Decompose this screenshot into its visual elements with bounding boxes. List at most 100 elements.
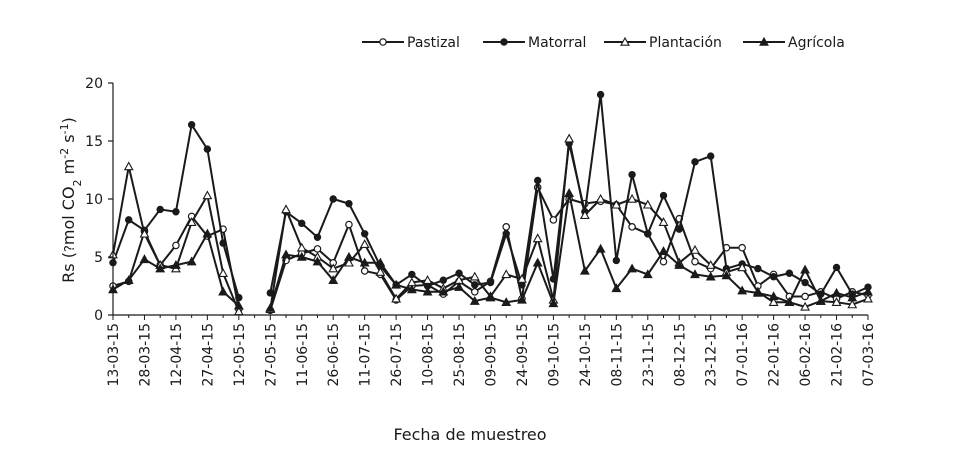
- x-tick-label: 06-02-16: [798, 323, 814, 387]
- x-tick-label: 23-12-15: [704, 323, 720, 387]
- data-point: [454, 282, 464, 291]
- legend: Pastizal Matorral Plantación Agrícola: [362, 35, 845, 51]
- data-point: [345, 220, 353, 229]
- data-point: [548, 298, 559, 308]
- data-point: [847, 292, 858, 302]
- data-point: [595, 243, 606, 253]
- y-axis: 0 5 10 15 20: [85, 76, 114, 324]
- data-point: [375, 257, 386, 267]
- data-point: [801, 278, 809, 287]
- y-axis-title: Rs (?mol CO2 m-2 s-1): [58, 117, 84, 283]
- data-point: [359, 257, 370, 267]
- data-point: [532, 257, 543, 267]
- data-point: [847, 299, 858, 309]
- data-point: [471, 281, 479, 289]
- data-point: [422, 286, 433, 296]
- data-point: [644, 230, 652, 238]
- data-point: [832, 263, 841, 272]
- data-point: [125, 216, 133, 224]
- data-point: [265, 302, 276, 312]
- data-point: [155, 263, 166, 273]
- x-tick-label: 25-08-15: [452, 323, 468, 387]
- data-point: [754, 264, 762, 273]
- data-point: [123, 275, 134, 284]
- data-point: [642, 199, 653, 209]
- data-point: [329, 195, 337, 203]
- series-2: [109, 90, 872, 302]
- data-point: [691, 257, 699, 266]
- data-point: [691, 158, 699, 166]
- x-tick-label: 11-06-15: [295, 323, 311, 387]
- data-point: [831, 297, 842, 306]
- legend-marker: [379, 38, 387, 46]
- x-tick-label: 27-05-15: [263, 323, 279, 387]
- data-point: [219, 239, 227, 247]
- data-point: [627, 263, 637, 273]
- data-point: [642, 269, 653, 279]
- data-point: [549, 216, 558, 224]
- x-tick-label: 11-07-15: [358, 323, 374, 387]
- data-point: [690, 244, 700, 254]
- data-point: [705, 271, 716, 281]
- data-point: [737, 262, 748, 272]
- data-point: [438, 286, 449, 296]
- data-point: [485, 292, 496, 302]
- x-tick-label: 08-11-15: [609, 323, 625, 387]
- data-point: [218, 286, 229, 296]
- data-point: [186, 256, 197, 266]
- x-tick-label: 23-11-15: [641, 323, 657, 387]
- data-point: [345, 199, 353, 208]
- data-point: [296, 251, 307, 261]
- data-point: [564, 133, 575, 143]
- legend-entry: Matorral: [483, 35, 586, 51]
- data-point: [721, 270, 732, 280]
- data-point: [313, 233, 322, 241]
- data-point: [328, 275, 339, 284]
- data-point: [486, 278, 495, 287]
- data-point: [156, 205, 164, 214]
- data-point: [690, 269, 700, 279]
- data-point: [501, 269, 512, 279]
- data-point: [658, 217, 669, 226]
- data-point: [612, 256, 621, 265]
- series-4: [108, 188, 873, 312]
- legend-label: Pastizal: [407, 35, 460, 51]
- data-point: [328, 263, 339, 273]
- data-point: [707, 152, 715, 160]
- data-point: [768, 297, 779, 306]
- y-axis-title-sup2: -1: [58, 123, 71, 134]
- legend-label: Agrícola: [788, 35, 845, 51]
- legend-marker: [620, 36, 630, 46]
- legend-marker: [500, 38, 508, 46]
- legend-entry: Pastizal: [362, 35, 460, 51]
- data-point: [831, 287, 842, 297]
- data-point: [170, 259, 181, 269]
- x-tick-label: 24-10-15: [578, 323, 594, 387]
- data-point: [628, 170, 636, 179]
- data-point: [815, 295, 826, 305]
- data-point: [391, 293, 402, 303]
- data-point: [501, 297, 512, 306]
- data-point: [752, 287, 763, 297]
- data-point: [235, 293, 243, 302]
- data-point: [313, 245, 322, 253]
- data-point: [202, 190, 213, 200]
- x-axis-title: Fecha de muestreo: [393, 425, 546, 444]
- x-tick-label: 26-07-15: [389, 323, 405, 387]
- data-point: [863, 286, 873, 296]
- data-point: [628, 223, 636, 231]
- y-tick-label: 20: [85, 76, 103, 92]
- legend-entry: Agrícola: [743, 35, 845, 51]
- data-point: [737, 285, 748, 295]
- data-point: [863, 293, 873, 303]
- x-tick-label: 09-10-15: [546, 323, 562, 387]
- x-tick-label: 10-08-15: [421, 323, 437, 387]
- data-point: [768, 291, 779, 301]
- x-tick-label: 24-09-15: [515, 323, 531, 387]
- data-point: [139, 228, 150, 238]
- data-point: [218, 268, 229, 277]
- data-point: [800, 264, 811, 274]
- x-tick-label: 07-03-16: [861, 323, 877, 387]
- y-axis-title-sup1: -2: [58, 148, 71, 159]
- y-axis-title-sub: 2: [71, 179, 84, 186]
